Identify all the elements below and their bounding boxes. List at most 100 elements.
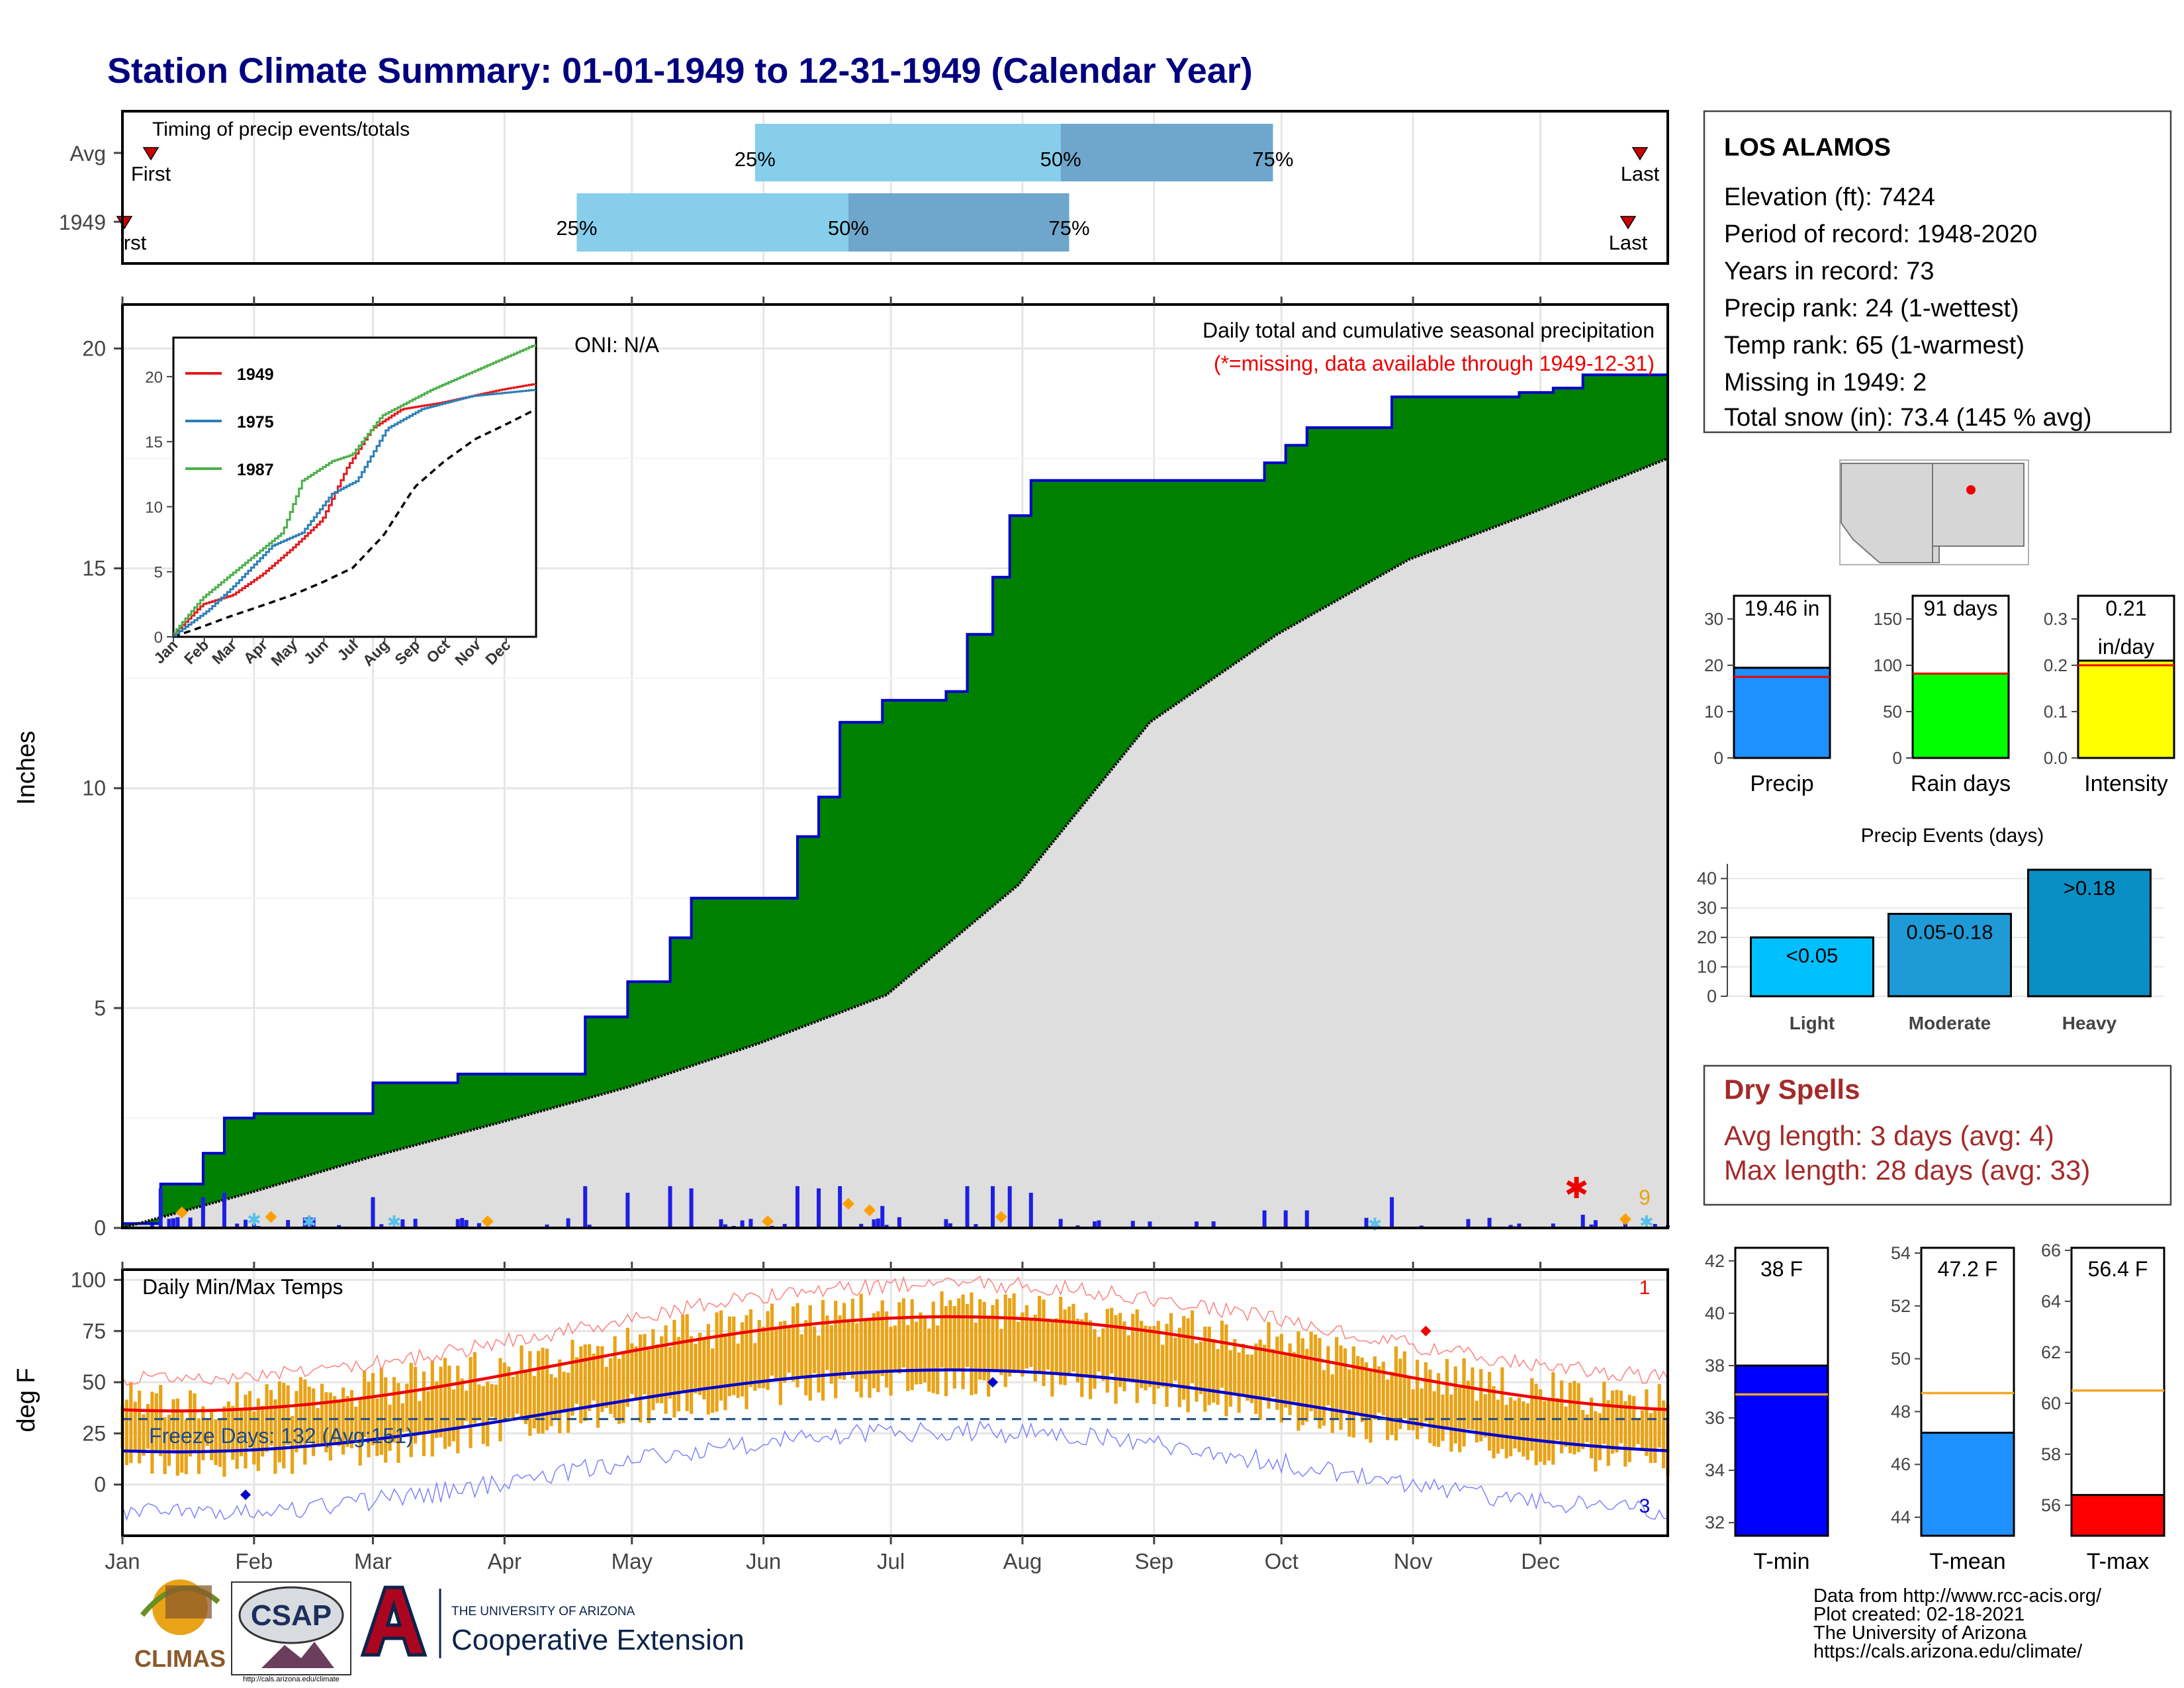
- last-event-label: Last: [1609, 231, 1648, 254]
- events-y-tick-label: 30: [1697, 898, 1717, 918]
- precip-panel-border: [121, 303, 1669, 1229]
- mini-bar-y-tick-label: 0.0: [2044, 748, 2068, 768]
- temp-daily-bar: [447, 1366, 451, 1447]
- precip-daily-bar: [460, 1224, 465, 1228]
- temp-daily-bar: [1173, 1337, 1177, 1381]
- temp-daily-bar: [1250, 1354, 1253, 1403]
- temp-daily-bar: [783, 1321, 787, 1383]
- temp-daily-bar: [175, 1398, 179, 1476]
- mini-bar-label: Intensity: [2084, 771, 2168, 796]
- climas-logo[interactable]: CLIMAS: [134, 1579, 226, 1672]
- station-line-precip-rank: Precip rank: 24 (1-wettest): [1724, 295, 2019, 322]
- temp-daily-bar: [1645, 1389, 1649, 1456]
- temp-daily-bar: [562, 1372, 566, 1413]
- timing-panel-border: [121, 110, 1669, 265]
- temp-daily-bar: [405, 1383, 409, 1432]
- temp-daily-bar: [931, 1301, 935, 1393]
- temp-daily-bar: [1411, 1389, 1415, 1430]
- precip-above-avg-area: [122, 372, 1668, 1228]
- temp-daily-bar: [1504, 1405, 1508, 1458]
- temp-daily-bar: [600, 1346, 604, 1412]
- record-max-line: [122, 1276, 1668, 1386]
- missing-star: ✱: [1565, 1172, 1589, 1205]
- temp-daily-bar: [400, 1403, 404, 1432]
- temp-daily-bar: [197, 1418, 201, 1474]
- temp-daily-bar: [689, 1336, 694, 1414]
- precip-daily-bar: [1487, 1217, 1492, 1228]
- temp-daily-bar: [1441, 1394, 1445, 1441]
- temp-daily-bar: [1021, 1312, 1024, 1377]
- snow-marker: [842, 1197, 854, 1210]
- temp-daily-bar: [1233, 1338, 1237, 1394]
- csap-logo[interactable]: CSAP http://cals.arizona.edu/climate: [231, 1581, 351, 1683]
- events-y-tick-label: 20: [1697, 927, 1717, 947]
- events-y-tick-label: 0: [1707, 986, 1717, 1006]
- temp-daily-bar: [269, 1389, 273, 1446]
- mini-bar-value: [2077, 659, 2175, 759]
- timing-bar-high: [1060, 124, 1273, 181]
- temp-daily-bar: [634, 1346, 638, 1401]
- precip-daily-bar: [201, 1197, 205, 1228]
- precip-daily-bar: [1058, 1219, 1063, 1228]
- temp-daily-bar: [549, 1374, 553, 1427]
- temp-daily-bar: [1088, 1320, 1093, 1399]
- temp-bar-value: [2070, 1493, 2165, 1537]
- dry-spells-box: Dry Spells Avg length: 3 days (avg: 4) M…: [1703, 1064, 2172, 1206]
- precip-daily-bar: [1364, 1217, 1369, 1228]
- precip-daily-bar: [545, 1224, 549, 1228]
- temp-daily-bar: [133, 1401, 137, 1450]
- temp-label: Daily Min/Max Temps: [142, 1275, 343, 1299]
- temp-daily-bar: [1525, 1403, 1529, 1460]
- temp-daily-bar: [732, 1316, 736, 1395]
- temp-daily-bar: [528, 1351, 532, 1436]
- temp-daily-bar: [1008, 1298, 1012, 1377]
- temp-daily-bar: [226, 1401, 230, 1450]
- temp-daily-bar: [778, 1321, 782, 1405]
- temp-daily-bar: [244, 1394, 248, 1469]
- temp-daily-bar: [163, 1417, 167, 1474]
- temp-daily-bar: [727, 1316, 731, 1397]
- temp-bar-label: T-max: [2087, 1549, 2149, 1574]
- temp-daily-bar: [210, 1409, 214, 1460]
- month-label: May: [612, 1549, 653, 1573]
- temp-bar-y-tick-label: 52: [1891, 1296, 1911, 1316]
- temp-daily-bar: [1126, 1335, 1130, 1381]
- map-state-border: [1932, 463, 2024, 563]
- temp-daily-bar: [1436, 1373, 1441, 1447]
- temp-y-tick-label: 50: [82, 1370, 106, 1394]
- temp-daily-bar: [1144, 1325, 1148, 1391]
- precip-y-tick-label: 10: [82, 776, 106, 800]
- temp-bar-y-tick-label: 36: [1705, 1408, 1725, 1428]
- temp-daily-bar: [872, 1313, 876, 1389]
- temp-daily-bar: [1038, 1295, 1042, 1373]
- temp-daily-bar: [1275, 1336, 1279, 1410]
- temp-daily-bar: [1543, 1401, 1547, 1466]
- precip-daily-bar: [1283, 1210, 1288, 1228]
- temp-daily-bar: [1207, 1327, 1211, 1405]
- precip-daily-bar: [872, 1219, 876, 1228]
- temp-daily-bar: [1165, 1323, 1169, 1407]
- temp-daily-bar: [987, 1315, 991, 1397]
- temp-daily-bar: [770, 1303, 774, 1376]
- temp-daily-bar: [579, 1346, 583, 1424]
- temp-daily-bar: [1305, 1348, 1309, 1422]
- ua-logo[interactable]: THE UNIVERSITY OF ARIZONA Cooperative Ex…: [360, 1585, 745, 1658]
- temp-daily-bar: [609, 1358, 613, 1414]
- temp-daily-bar: [286, 1385, 290, 1445]
- temp-daily-bar: [1046, 1318, 1050, 1370]
- temp-daily-bar: [1313, 1335, 1318, 1419]
- temp-daily-bar: [1611, 1390, 1615, 1454]
- temp-daily-bar: [507, 1366, 511, 1418]
- temp-daily-bar: [1500, 1367, 1504, 1449]
- temp-daily-bar: [218, 1418, 222, 1467]
- temp-daily-bar: [1615, 1389, 1619, 1453]
- temp-daily-bar: [1564, 1406, 1568, 1447]
- temp-daily-bar: [1407, 1378, 1411, 1430]
- snow-marker: [481, 1215, 494, 1228]
- temp-daily-bar: [1339, 1345, 1343, 1430]
- temp-daily-bar: [1428, 1369, 1432, 1444]
- temp-daily-bar: [1237, 1352, 1241, 1413]
- timing-pct-label: 75%: [1252, 148, 1293, 171]
- avg-min-line: [122, 1368, 1668, 1454]
- temp-daily-bar: [1241, 1343, 1246, 1395]
